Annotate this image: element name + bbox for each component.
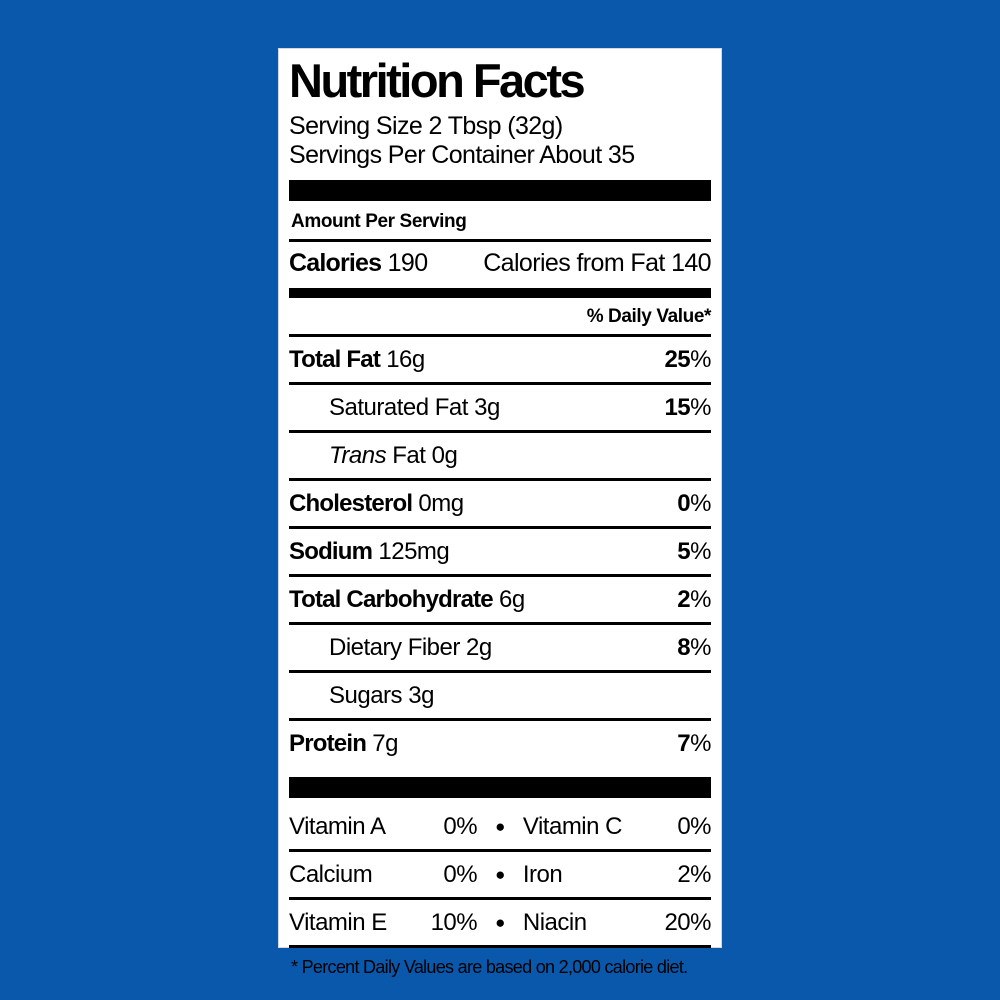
nutrition-facts-label: Nutrition Facts Serving Size 2 Tbsp (32g… xyxy=(278,48,722,977)
calories-value: Calories 190 xyxy=(289,248,428,277)
vitamin-c-value: 0% xyxy=(677,812,711,840)
vitamin-e-label: Vitamin E xyxy=(289,908,387,936)
niacin-value: 20% xyxy=(664,908,711,936)
divider-medium xyxy=(289,287,711,298)
divider-thick-top xyxy=(289,179,711,201)
calcium-value: 0% xyxy=(443,860,478,888)
nutrient-row-cholesterol: Cholesterol 0mg 0% xyxy=(289,481,711,529)
nutrient-row-total-carbohydrate: Total Carbohydrate 6g 2% xyxy=(289,577,711,625)
nutrient-row-dietary-fiber: Dietary Fiber 2g 8% xyxy=(289,625,711,673)
micronutrient-row-1: Vitamin A 0% ● Vitamin C 0% xyxy=(289,804,711,852)
divider-thick-bottom xyxy=(289,776,711,798)
servings-per-container: Servings Per Container About 35 xyxy=(289,141,635,170)
amount-per-serving-heading: Amount Per Serving xyxy=(289,208,711,242)
vitamin-e-value: 10% xyxy=(430,908,478,936)
serving-size: Serving Size 2 Tbsp (32g) xyxy=(289,111,563,140)
nutrient-row-saturated-fat: Saturated Fat 3g 15% xyxy=(289,385,711,433)
nutrient-row-total-fat: Total Fat 16g 25% xyxy=(289,337,711,385)
bullet-separator-icon: ● xyxy=(495,913,505,933)
nutrient-row-sodium: Sodium 125mg 5% xyxy=(289,529,711,577)
calories-from-fat: Calories from Fat 140 xyxy=(483,248,711,277)
nutrient-row-protein: Protein 7g 7% xyxy=(289,729,711,757)
vitamin-c-label: Vitamin C xyxy=(522,812,623,840)
nutrient-row-trans-fat: Trans Fat 0g xyxy=(289,433,711,481)
micronutrient-row-3: Vitamin E 10% ● Niacin 20% xyxy=(289,900,711,948)
calcium-label: Calcium xyxy=(289,860,373,888)
calories-row: Calories 190 Calories from Fat 140 xyxy=(289,242,712,282)
vitamin-a-value: 0% xyxy=(443,812,478,840)
daily-value-footnote: * Percent Daily Values are based on 2,00… xyxy=(291,956,688,977)
daily-value-header: % Daily Value* xyxy=(289,302,711,337)
micronutrient-row-2: Calcium 0% ● Iron 2% xyxy=(289,852,711,900)
nutrient-row-sugars: Sugars 3g xyxy=(289,673,711,721)
vitamin-a-label: Vitamin A xyxy=(289,812,386,840)
bullet-separator-icon: ● xyxy=(495,865,505,885)
label-title: Nutrition Facts xyxy=(289,54,586,107)
iron-value: 2% xyxy=(677,860,711,888)
bullet-separator-icon: ● xyxy=(495,817,505,837)
iron-label: Iron xyxy=(522,860,563,888)
niacin-label: Niacin xyxy=(522,908,587,936)
